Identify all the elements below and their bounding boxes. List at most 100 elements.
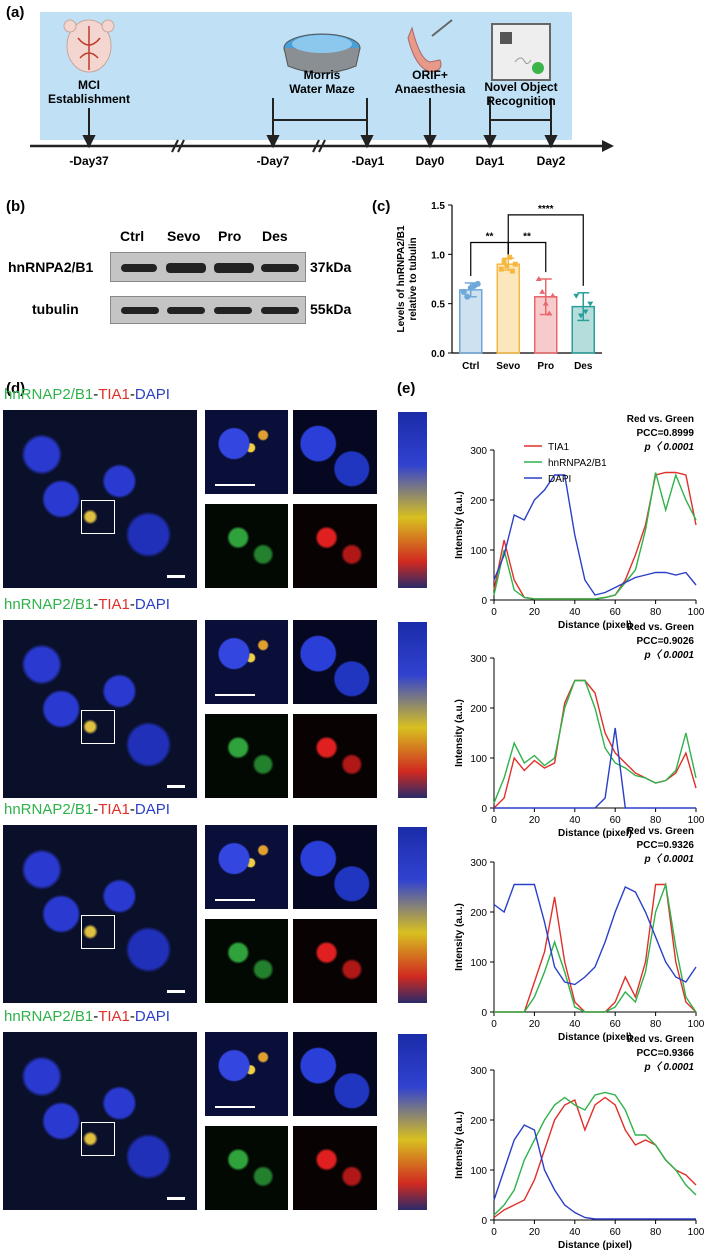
wb-blot-hnrnpa2	[110, 252, 306, 282]
y-tick-label: 0.5	[431, 300, 445, 311]
y-axis-label: Levels of hnRNPA2/B1relative to tubulin	[396, 225, 419, 332]
scale-bar	[167, 1197, 185, 1200]
annotation-text: Red vs. Green	[627, 414, 694, 425]
wb-protein-label: hnRNPA2/B1	[8, 259, 94, 275]
annotation-text: p〈 0.0001	[644, 441, 695, 453]
y-axis-label: Intensity (a.u.)	[454, 491, 465, 559]
line-chart: 0 100 200 300 0 20 40 60 80 100 Distance (pixel) In…	[454, 414, 705, 631]
timeline-event-label: ORIF+ Anaesthesia	[394, 68, 466, 96]
data-point	[573, 293, 580, 299]
timeline-day-label: Day0	[415, 154, 445, 168]
x-tick-label: 0	[491, 1227, 497, 1238]
y-tick-label: 100	[470, 754, 487, 765]
data-point	[460, 288, 467, 295]
timeline-event-label: Novel Object Recognition	[484, 80, 558, 108]
micro-caption: hnRNAP2/B1-TIA1-DAPI	[4, 596, 170, 613]
annotation-text: PCC=0.9326	[636, 840, 694, 851]
x-tick-label: 0	[491, 607, 497, 618]
timeline-panel	[40, 12, 572, 140]
caption-part: hnRNAP2/B1	[4, 1008, 94, 1025]
annotation-text: p〈 0.0001	[644, 853, 695, 865]
scale-bar	[215, 899, 255, 901]
panel-label-e: (e)	[397, 380, 416, 397]
x-tick-label: 80	[650, 1227, 662, 1238]
x-tick-label: 60	[610, 1227, 622, 1238]
micro-line-profile-strip	[398, 622, 427, 798]
annotation-text: p〈 0.0001	[644, 1061, 695, 1073]
wb-protein-label: tubulin	[32, 301, 79, 317]
scale-bar	[167, 785, 185, 788]
caption-part: -	[129, 1008, 135, 1025]
series-line	[493, 679, 697, 804]
y-tick-label: 0.0	[431, 349, 445, 360]
micro-line-profile-strip	[398, 827, 427, 1003]
data-point	[474, 280, 481, 287]
series-line	[493, 474, 697, 596]
y-tick-label: 300	[470, 654, 487, 665]
x-axis-label: Distance (pixel)	[558, 620, 632, 631]
y-tick-label: 200	[470, 704, 487, 715]
micro-zoom-green	[205, 919, 288, 1003]
x-tick-label: 60	[610, 1019, 622, 1030]
data-point	[464, 293, 471, 300]
micro-merge	[3, 410, 197, 588]
annotation-text: p〈 0.0001	[644, 649, 695, 661]
caption-part: TIA1	[98, 386, 130, 403]
wb-kda-label: 55kDa	[310, 301, 352, 317]
data-point	[504, 263, 510, 269]
bar	[459, 289, 483, 354]
micro-zoom-merge	[205, 620, 288, 704]
timeline-event-label: Morris Water Maze	[289, 68, 355, 96]
micro-zoom-red	[293, 1126, 377, 1210]
series-line	[493, 1091, 697, 1216]
data-point	[512, 261, 518, 267]
bar	[496, 263, 520, 354]
micro-zoom-dapi	[293, 825, 377, 909]
line-chart: 0 100 200 300 0 20 40 60 80 100 Distance (pixel) In…	[454, 826, 705, 1043]
object-recognition-icon	[491, 23, 551, 81]
micro-caption: hnRNAP2/B1-TIA1-DAPI	[4, 801, 170, 818]
x-tick-label: 20	[529, 607, 541, 618]
micro-zoom-dapi	[293, 410, 377, 494]
x-tick-label: 80	[650, 1019, 662, 1030]
x-tick-label: 100	[688, 1227, 705, 1238]
micro-zoom-merge	[205, 825, 288, 909]
x-axis-label: Distance (pixel)	[558, 1240, 632, 1251]
data-point	[507, 254, 513, 260]
y-tick-label: 100	[470, 958, 487, 969]
data-point	[546, 310, 553, 316]
series-line	[494, 883, 697, 1013]
wb-lane-label: Sevo	[167, 228, 201, 244]
micro-zoom-merge	[205, 410, 288, 494]
micro-zoom-red	[293, 714, 377, 798]
line-chart: 0 100 200 300 0 20 40 60 80 100 Distance (pixel) In…	[454, 622, 705, 839]
micro-zoom-red	[293, 919, 377, 1003]
caption-part: hnRNAP2/B1	[4, 801, 94, 818]
series-line	[493, 1124, 696, 1220]
x-tick-label: 40	[569, 815, 581, 826]
caption-part: TIA1	[98, 801, 130, 818]
micro-caption: hnRNAP2/B1-TIA1-DAPI	[4, 386, 170, 403]
micro-caption: hnRNAP2/B1-TIA1-DAPI	[4, 1008, 170, 1025]
timeline-event-label: MCI Establishment	[47, 78, 131, 106]
scale-bar	[167, 575, 185, 578]
micro-zoom-dapi	[293, 620, 377, 704]
x-tick-label: 60	[610, 607, 622, 618]
caption-part: TIA1	[98, 1008, 130, 1025]
timeline-day-label: -Day1	[351, 154, 385, 168]
timeline-day-label: -Day37	[69, 154, 109, 168]
y-tick-label: 0	[481, 1008, 487, 1019]
caption-part: DAPI	[134, 801, 170, 818]
y-tick-label: 0	[481, 1216, 487, 1227]
surgery-icon	[407, 19, 453, 73]
legend-label: DAPI	[548, 474, 571, 485]
y-tick-label: 300	[470, 858, 487, 869]
data-point	[498, 266, 504, 272]
data-point	[509, 268, 515, 274]
y-axis-label: Intensity (a.u.)	[454, 1111, 465, 1179]
caption-part: TIA1	[98, 596, 130, 613]
x-tick-label: 40	[569, 1227, 581, 1238]
wb-lane-label: Des	[262, 228, 288, 244]
caption-part: DAPI	[134, 596, 170, 613]
significance-label: **	[523, 231, 531, 242]
